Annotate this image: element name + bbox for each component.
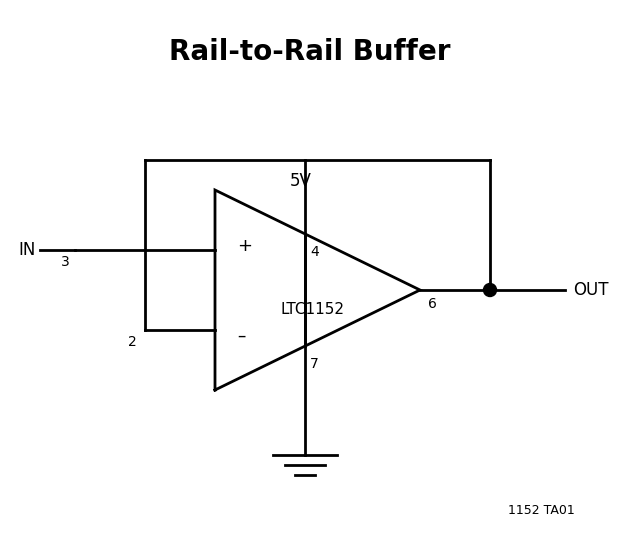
Text: 6: 6: [428, 297, 437, 311]
Text: 7: 7: [310, 357, 319, 371]
Text: 3: 3: [61, 255, 70, 269]
Text: Rail-to-Rail Buffer: Rail-to-Rail Buffer: [169, 38, 451, 66]
Text: 4: 4: [310, 245, 319, 259]
Text: 2: 2: [128, 335, 137, 349]
Text: –: –: [237, 327, 246, 345]
Text: OUT: OUT: [573, 281, 608, 299]
Text: IN: IN: [19, 241, 36, 259]
Text: LTC1152: LTC1152: [280, 302, 345, 317]
Text: 1152 TA01: 1152 TA01: [508, 503, 575, 516]
Circle shape: [484, 283, 497, 296]
Text: 5V: 5V: [290, 172, 312, 190]
Text: +: +: [237, 237, 252, 255]
